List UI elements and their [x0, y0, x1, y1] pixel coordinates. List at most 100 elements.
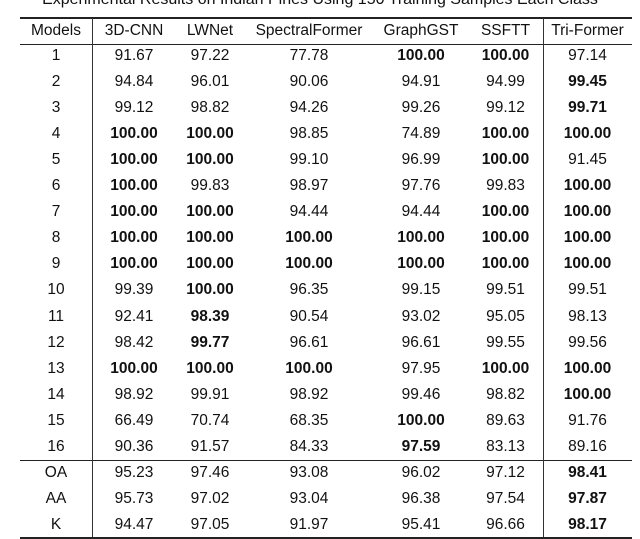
table-cell: 66.49: [114, 411, 154, 429]
table-cell: 96.35: [289, 281, 329, 299]
table-cell: 98.82: [190, 99, 230, 117]
table-cell: 91.76: [568, 411, 607, 429]
row-label: 2: [51, 73, 61, 91]
table-cell: 100.00: [186, 203, 234, 221]
table-cell: 100.00: [110, 125, 158, 143]
table-cell: 100.00: [186, 151, 234, 169]
table-cell: 99.83: [190, 177, 230, 195]
table-cell: 99.12: [114, 99, 154, 117]
table-cell: 96.01: [190, 73, 230, 91]
table-cell: 97.05: [190, 516, 230, 533]
header-cell: Tri-Former: [551, 22, 624, 39]
table-cell: 100.00: [481, 151, 530, 169]
table-cell: 100.00: [110, 203, 158, 221]
table-cell: 92.41: [114, 307, 154, 325]
table-cell: 89.63: [486, 411, 525, 429]
table-cell: 100.00: [285, 229, 333, 247]
table-cell: 100.00: [563, 203, 612, 221]
table-cell: 100.00: [481, 203, 530, 221]
table-cell: 99.12: [486, 99, 525, 117]
table-cell: 100.00: [110, 255, 158, 273]
table-cell: 99.91: [190, 385, 230, 403]
header-cell: GraphGST: [383, 22, 459, 39]
table-cell: 99.45: [568, 73, 607, 91]
table-cell: 100.00: [110, 359, 158, 377]
table-cell: 100.00: [397, 411, 445, 429]
table-cell: 98.13: [568, 307, 607, 325]
table-cell: 95.41: [401, 516, 441, 533]
table-cell: 91.57: [190, 437, 230, 455]
table-cell: 97.02: [190, 490, 230, 507]
row-label: 15: [47, 411, 65, 429]
table-cell: 100.00: [110, 229, 158, 247]
table-cell: 94.44: [289, 203, 329, 221]
table-cell: 98.17: [568, 516, 607, 533]
header-cell: SpectralFormer: [255, 22, 363, 39]
table-cell: 90.36: [114, 437, 154, 455]
table-cell: 95.73: [114, 490, 154, 507]
table-cell: 96.38: [401, 490, 441, 507]
table-cell: 97.76: [401, 177, 441, 195]
table-cell: 100.00: [563, 177, 612, 195]
table-cell: 90.06: [289, 73, 329, 91]
table-cell: 100.00: [563, 385, 612, 403]
table-cell: 100.00: [563, 255, 612, 273]
table-cell: 99.83: [486, 177, 525, 195]
table-cell: 94.26: [289, 99, 329, 117]
table-cell: 96.61: [401, 333, 441, 351]
table-cell: 100.00: [110, 177, 158, 195]
row-label: AA: [45, 490, 67, 507]
table-cell: 99.77: [190, 333, 230, 351]
row-label: 3: [51, 99, 61, 117]
table-cell: 99.26: [401, 99, 441, 117]
table-cell: 68.35: [289, 411, 329, 429]
table-cell: 95.05: [486, 307, 525, 325]
table-cell: 100.00: [481, 255, 530, 273]
table-cell: 100.00: [481, 229, 530, 247]
table-cell: 100.00: [563, 229, 612, 247]
header-cell: SSFTT: [480, 22, 531, 39]
table-cell: 99.46: [401, 385, 441, 403]
table-cell: 97.14: [568, 47, 607, 64]
table-cell: 98.42: [114, 333, 154, 351]
table-cell: 100.00: [563, 125, 612, 143]
table-cell: 100.00: [186, 125, 234, 143]
table-cell: 97.46: [190, 464, 230, 481]
table-cell: 94.91: [401, 73, 441, 91]
row-label: 14: [47, 385, 65, 403]
table-cell: 89.16: [568, 437, 607, 455]
table-cell: 93.04: [289, 490, 329, 507]
row-label: 4: [51, 125, 61, 143]
table-cell: 97.95: [401, 359, 441, 377]
row-label: 9: [51, 255, 61, 273]
table-caption: Experimental Results on Indian Pines Usi…: [0, 0, 640, 9]
table-cell: 98.85: [289, 125, 329, 143]
table-cell: 84.33: [289, 437, 329, 455]
row-label: 6: [51, 177, 61, 195]
table-cell: 100.00: [481, 47, 530, 64]
table-cell: 97.12: [486, 464, 525, 481]
row-label: 7: [51, 203, 61, 221]
table-cell: 94.44: [401, 203, 441, 221]
table-cell: 94.47: [114, 516, 154, 533]
table-cell: 99.71: [568, 99, 607, 117]
table-cell: 99.56: [568, 333, 607, 351]
table-cell: 98.41: [568, 464, 607, 481]
table-cell: 97.59: [401, 437, 441, 455]
row-label: 8: [51, 229, 61, 247]
table-cell: 100.00: [285, 255, 333, 273]
table-cell: 96.99: [401, 151, 441, 169]
table-cell: 100.00: [397, 255, 445, 273]
table-cell: 98.39: [190, 307, 230, 325]
table-cell: 100.00: [481, 359, 530, 377]
row-label: 5: [51, 151, 61, 169]
header-cell: LWNet: [186, 22, 234, 39]
table-cell: 94.84: [114, 73, 154, 91]
header-cell: 3D-CNN: [104, 22, 164, 39]
summary-rule: [20, 460, 632, 461]
row-label: 12: [47, 333, 65, 351]
table-cell: 98.82: [486, 385, 525, 403]
table-cell: 98.97: [289, 177, 329, 195]
table-cell: 94.99: [486, 73, 525, 91]
top-rule: [20, 17, 632, 19]
